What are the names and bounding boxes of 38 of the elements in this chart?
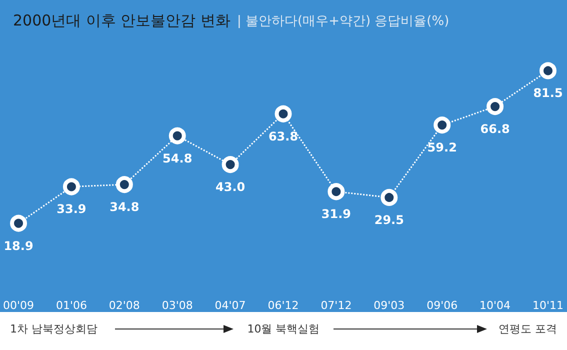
point <box>486 98 504 116</box>
point <box>62 178 80 196</box>
x-tick-label: 00'09 <box>2 299 34 312</box>
text: 1차 남북정상회담 <box>10 322 98 336</box>
data-label: 59.2 <box>427 140 457 155</box>
data-label: 63.8 <box>268 129 298 144</box>
point <box>328 183 345 200</box>
data-label: 81.5 <box>533 86 563 100</box>
point <box>10 214 28 232</box>
chart-title: 2000년대 이후 안보불안감 변화 <box>13 12 230 30</box>
point <box>168 127 186 144</box>
x-tick-label: 06'12 <box>268 299 299 312</box>
data-label: 66.8 <box>480 122 510 136</box>
data-label: 31.9 <box>321 207 352 222</box>
x-tick-label: 07'12 <box>320 299 352 312</box>
x-tick-label: 09'06 <box>426 299 458 312</box>
x-tick-label: 09'03 <box>374 299 405 312</box>
point <box>274 105 292 122</box>
data-label: 29.5 <box>374 212 404 227</box>
x-tick-label: 02'08 <box>108 299 140 312</box>
x-tick-label: 04'07 <box>214 299 246 312</box>
x-tick-label: 03'08 <box>162 299 193 312</box>
data-label: 33.9 <box>56 202 86 216</box>
text: 10월 북핵실험 <box>247 322 320 336</box>
chart-subtitle: | 불안하다(매우+약간) 응답비율(%) <box>237 14 450 29</box>
point <box>434 116 451 134</box>
text: 연평도 포격 <box>498 322 557 336</box>
x-tick-label: 01'06 <box>56 299 87 312</box>
point <box>380 188 398 206</box>
data-label: 43.0 <box>216 180 246 194</box>
x-tick-label: 10'04 <box>480 299 511 312</box>
data-label: 34.8 <box>110 200 140 214</box>
point <box>222 156 239 174</box>
data-label: 54.8 <box>162 151 192 166</box>
point <box>116 176 133 194</box>
point <box>540 62 556 80</box>
data-label: 18.9 <box>4 238 34 253</box>
x-tick-label: 10'11 <box>532 299 564 312</box>
